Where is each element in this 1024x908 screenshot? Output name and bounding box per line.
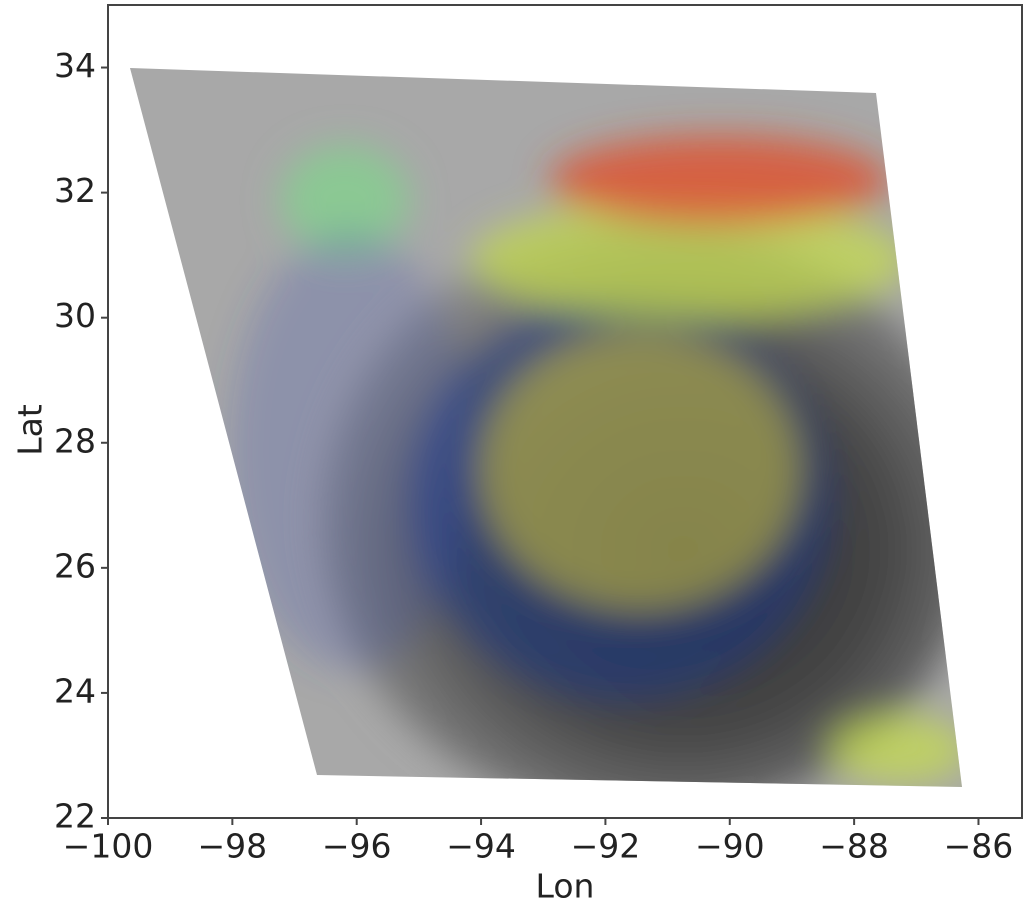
y-tick-label: 32 bbox=[54, 171, 96, 210]
x-tick-label: −90 bbox=[695, 827, 765, 866]
x-tick-label: −92 bbox=[571, 827, 641, 866]
chart: Lon Lat −100−98−96−94−92−90−88−862224262… bbox=[0, 0, 1024, 908]
x-tick-label: −86 bbox=[944, 827, 1014, 866]
x-tick-label: −88 bbox=[819, 827, 889, 866]
x-axis-label: Lon bbox=[536, 867, 595, 906]
x-tick-label: −96 bbox=[322, 827, 392, 866]
y-axis-label: Lat bbox=[11, 404, 50, 456]
y-tick-label: 26 bbox=[54, 546, 96, 585]
y-tick-label: 28 bbox=[54, 421, 96, 460]
y-tick-label: 34 bbox=[54, 46, 96, 85]
x-tick-label: −94 bbox=[446, 827, 516, 866]
y-tick-label: 30 bbox=[54, 296, 96, 335]
y-tick-label: 22 bbox=[54, 797, 96, 836]
satellite-swath bbox=[130, 68, 980, 820]
y-tick-label: 24 bbox=[54, 671, 96, 710]
x-tick-label: −98 bbox=[198, 827, 268, 866]
